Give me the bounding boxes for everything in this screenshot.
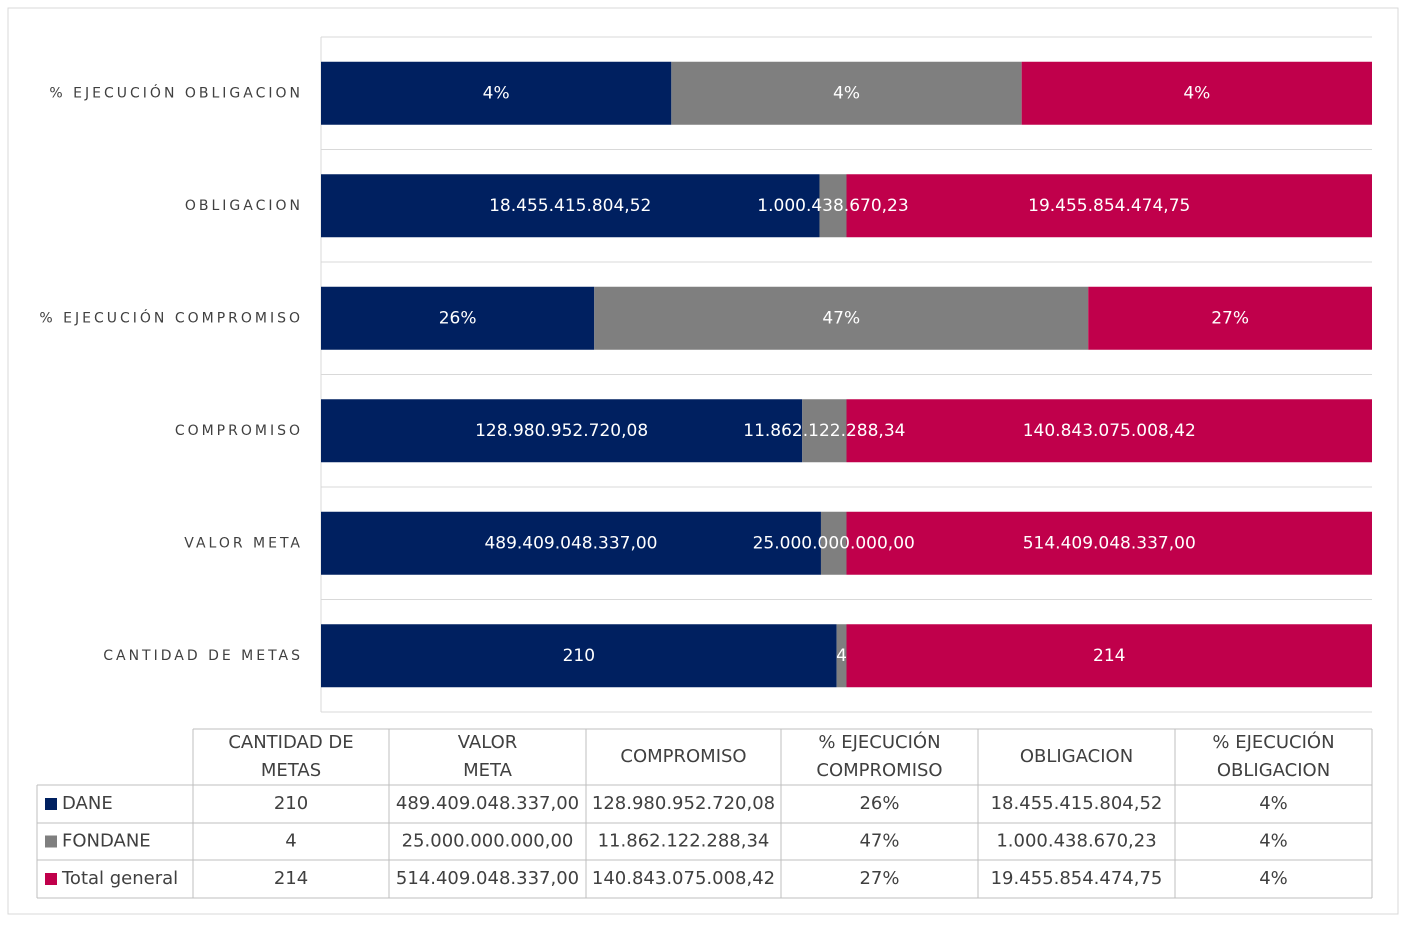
table-cell: 214 — [274, 868, 308, 889]
data-label: 47% — [822, 308, 860, 328]
table-cell: 489.409.048.337,00 — [396, 793, 579, 814]
data-label: 489.409.048.337,00 — [484, 533, 657, 553]
data-label: 128.980.952.720,08 — [475, 421, 648, 441]
data-label: 19.455.854.474,75 — [1028, 196, 1190, 216]
table-cell: 47% — [859, 831, 899, 852]
legend-marker — [45, 798, 57, 810]
legend-label: FONDANE — [62, 831, 151, 852]
table-header: VALOR META — [458, 732, 518, 781]
bar-segment — [846, 511, 1372, 575]
table-cell: 19.455.854.474,75 — [991, 868, 1163, 889]
bar-segment — [1088, 286, 1372, 350]
bar-segment — [846, 624, 1372, 688]
legend-marker — [45, 873, 57, 885]
legend-marker — [45, 835, 57, 848]
data-label: 214 — [1093, 646, 1125, 666]
table-header: % EJECUCIÓN OBLIGACION — [1212, 731, 1334, 781]
data-label: 25.000.000.000,00 — [753, 533, 915, 553]
y-tick-label: COMPROMISO — [175, 423, 303, 439]
table-cell: 514.409.048.337,00 — [396, 868, 579, 889]
table-cell: 4% — [1259, 793, 1288, 814]
table-header: CANTIDAD DE METAS — [228, 732, 353, 781]
table-header: % EJECUCIÓN COMPROMISO — [816, 731, 942, 781]
table-cell: 18.455.415.804,52 — [991, 793, 1163, 814]
bar-segment — [321, 511, 821, 575]
bar-segment — [836, 624, 847, 688]
chart-frame — [7, 7, 1399, 915]
table-cell: 27% — [859, 868, 899, 889]
table-cell: 11.862.122.288,34 — [598, 831, 770, 852]
table-header-line: OBLIGACION — [1217, 760, 1330, 781]
bar-segment — [321, 399, 803, 463]
table-header-line: CANTIDAD DE — [228, 732, 353, 753]
table-header: COMPROMISO — [620, 746, 746, 767]
legend-label: DANE — [62, 793, 113, 814]
table-header-line: COMPROMISO — [816, 760, 942, 781]
table-cell: 26% — [859, 793, 899, 814]
bar-segment — [846, 174, 1372, 238]
data-label: 27% — [1211, 308, 1249, 328]
data-label: 514.409.048.337,00 — [1023, 533, 1196, 553]
bar-segment — [671, 61, 1022, 125]
bar-segment — [802, 399, 847, 463]
table-cell: 4 — [285, 831, 296, 852]
bar-segment — [819, 174, 847, 238]
y-tick-label: % EJECUCIÓN COMPROMISO — [39, 308, 303, 326]
data-label: 140.843.075.008,42 — [1023, 421, 1196, 441]
y-tick-label: VALOR META — [184, 535, 303, 551]
bar-segment — [846, 399, 1372, 463]
data-label: 26% — [439, 308, 477, 328]
bar-segment — [321, 624, 837, 688]
data-label: 4% — [833, 83, 860, 103]
y-tick-label: CANTIDAD DE METAS — [103, 648, 303, 664]
table-cell: 1.000.438.670,23 — [996, 831, 1156, 852]
table-header-line: % EJECUCIÓN — [1212, 731, 1334, 753]
table-cell: 140.843.075.008,42 — [592, 868, 775, 889]
data-label: 4% — [1183, 83, 1210, 103]
table-cell: 4% — [1259, 868, 1288, 889]
table-cell: 128.980.952.720,08 — [592, 793, 775, 814]
bar-segment — [1021, 61, 1372, 125]
data-label: 18.455.415.804,52 — [489, 196, 651, 216]
y-tick-label: % EJECUCIÓN OBLIGACION — [49, 83, 303, 101]
data-label: 4% — [483, 83, 510, 103]
table-cell: 4% — [1259, 831, 1288, 852]
data-label: 11.862.122.288,34 — [743, 421, 905, 441]
table-header-line: % EJECUCIÓN — [818, 731, 940, 753]
bar-segment — [321, 286, 595, 350]
table-cell: 25.000.000.000,00 — [402, 831, 574, 852]
table-header-line: VALOR — [458, 732, 518, 753]
bar-segment — [820, 511, 847, 575]
legend-label: Total general — [61, 868, 178, 889]
bar-segment — [321, 174, 820, 238]
table-header: OBLIGACION — [1020, 746, 1133, 767]
data-label: 4 — [836, 646, 847, 666]
table-header-line: META — [463, 760, 513, 781]
bar-segment — [321, 61, 672, 125]
bar-segment — [594, 286, 1089, 350]
y-tick-label: OBLIGACION — [185, 198, 303, 214]
table-header-line: METAS — [261, 760, 321, 781]
data-label: 210 — [563, 646, 595, 666]
data-label: 1.000.438.670,23 — [757, 196, 908, 216]
table-cell: 210 — [274, 793, 308, 814]
